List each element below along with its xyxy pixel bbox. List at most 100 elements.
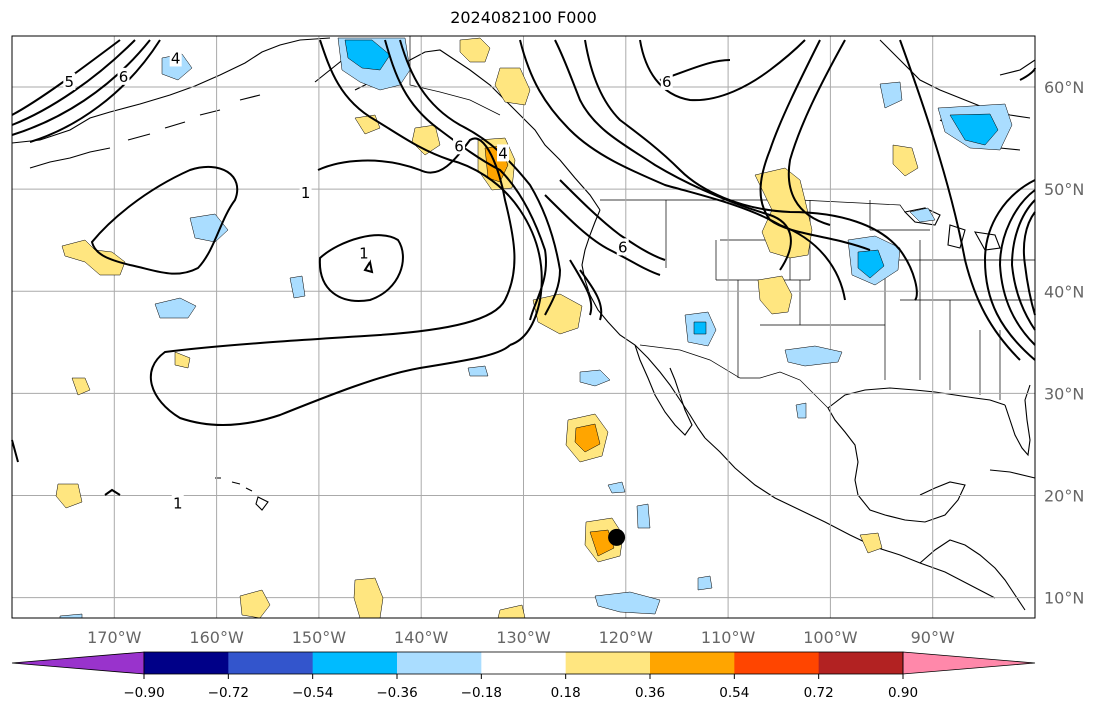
positive-anomaly: [494, 67, 531, 106]
negative-anomaly-core: [857, 249, 885, 279]
contour-line: [759, 39, 871, 251]
lon-tick-label: 160°W: [189, 628, 244, 647]
colorbar-tick-label: −0.90: [123, 685, 164, 701]
lon-tick-label: 100°W: [803, 628, 858, 647]
contour-line: [11, 39, 151, 136]
map-title: 2024082100 F000: [450, 8, 597, 27]
positive-anomaly: [174, 351, 191, 369]
florida-coast: [1004, 384, 1031, 457]
hawaii-islands: [215, 477, 269, 511]
aleutians: [29, 94, 261, 169]
positive-anomaly: [239, 589, 271, 619]
lon-tick-label: 130°W: [496, 628, 551, 647]
contour-line: [29, 39, 161, 143]
positive-anomaly: [459, 37, 491, 63]
negative-anomaly: [189, 213, 229, 243]
contour-label: 6: [618, 238, 628, 256]
contour-line: [899, 39, 1021, 361]
contour-line: [639, 39, 806, 102]
colorbar-segment: [734, 652, 820, 674]
contour-line: [983, 179, 1036, 361]
negative-anomaly-core: [949, 113, 999, 146]
contour-label-bg: [171, 494, 184, 512]
longitude-ticks: 170°W 160°W 150°W 140°W 130°W 120°W 110°W 100°W…: [87, 628, 955, 647]
contour-label-bg: [660, 72, 673, 90]
negative-anomaly-core: [344, 39, 391, 71]
contour-line: [544, 194, 661, 276]
negative-anomaly: [697, 575, 713, 591]
lat-tick-label: 50°N: [1044, 180, 1084, 199]
contour-label-layer: 1 1 1 5 6 6 6 6 4 4: [63, 49, 673, 513]
negative-anomaly: [154, 297, 197, 319]
colorbar-tick-label: 0.72: [804, 685, 834, 701]
positive-anomaly: [859, 532, 883, 554]
contour-line: [11, 439, 19, 463]
positive-anomaly: [55, 483, 83, 509]
contour-label: 4: [498, 144, 508, 162]
colorbar-segment: [565, 652, 651, 674]
colorbar-segment: [818, 652, 904, 674]
colorbar-segment: [650, 652, 735, 674]
contour-line: [363, 259, 374, 274]
political-borders: [409, 36, 1035, 409]
negative-anomaly: [636, 503, 651, 529]
contour-label: 1: [173, 495, 183, 513]
colorbar-tick-label: −0.18: [461, 685, 502, 701]
contour-line: [11, 39, 136, 126]
contour-line: [559, 179, 666, 261]
positive-anomaly: [71, 377, 91, 396]
colorbar-segment: [312, 652, 398, 674]
negative-anomaly: [467, 365, 489, 377]
storm-center-marker: [608, 528, 626, 546]
lat-tick-label: 10°N: [1044, 589, 1084, 608]
contour-label-bg: [453, 137, 466, 155]
contour-line: [11, 39, 121, 116]
baja-coast: [634, 344, 693, 436]
contour-label: 6: [662, 73, 672, 91]
negative-anomaly: [784, 345, 843, 367]
colorbar-under-extend: [11, 651, 145, 675]
contour-label: 5: [65, 73, 75, 91]
colorbar-tick-label: 0.18: [551, 685, 581, 701]
coastlines: [11, 37, 1036, 611]
negative-anomaly: [879, 81, 903, 109]
contour-label-bg: [497, 144, 510, 162]
colorbar-segment: [397, 652, 482, 674]
contour-label: 1: [301, 184, 311, 202]
lon-tick-label: 90°W: [911, 628, 955, 647]
colorbar-tick-label: −0.54: [292, 685, 333, 701]
contour-label-bg: [357, 244, 370, 262]
contour-label: 6: [454, 137, 464, 155]
contour-line: [998, 189, 1036, 346]
lat-tick-label: 30°N: [1044, 384, 1084, 403]
contour-line: [1022, 211, 1036, 316]
lon-tick-label: 170°W: [87, 628, 142, 647]
lon-tick-label: 120°W: [599, 628, 654, 647]
lon-tick-label: 110°W: [701, 628, 756, 647]
colorbar-segment: [144, 652, 229, 674]
contour-label-bg: [63, 72, 76, 90]
negative-anomaly: [909, 207, 936, 223]
contour-label-bg: [299, 184, 312, 202]
positive-anomaly: [754, 167, 813, 259]
colorbar-tick-label: −0.72: [208, 685, 249, 701]
positive-anomaly-core: [574, 423, 601, 453]
contour-line: [519, 39, 846, 301]
positive-anomaly: [757, 275, 793, 315]
contour-label: 1: [359, 244, 369, 262]
contour-line: [318, 234, 404, 302]
colorbar-segment: [481, 652, 567, 674]
negative-anomaly: [607, 481, 626, 494]
contour-line: [787, 39, 846, 226]
positive-anomaly-core: [589, 529, 615, 557]
positive-anomaly: [532, 293, 583, 335]
contour-line: [1010, 199, 1036, 331]
lat-tick-label: 20°N: [1044, 486, 1084, 505]
colorbar-over-extend: [902, 651, 1036, 675]
negative-anomaly-core: [693, 321, 707, 335]
contour-line: [384, 39, 547, 321]
contour-line: [90, 165, 239, 275]
lat-tick-label: 40°N: [1044, 282, 1084, 301]
map-frame: [11, 35, 1036, 619]
